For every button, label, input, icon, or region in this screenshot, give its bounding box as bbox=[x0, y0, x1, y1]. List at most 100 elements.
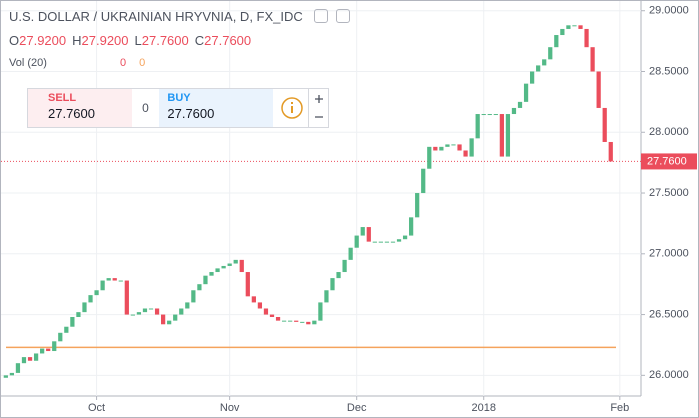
candle bbox=[602, 107, 607, 142]
candle bbox=[221, 265, 226, 269]
candle bbox=[21, 357, 27, 364]
candle bbox=[185, 302, 190, 309]
buy-button[interactable]: BUY 27.7600 bbox=[159, 89, 274, 127]
candle bbox=[281, 320, 287, 322]
candle bbox=[318, 302, 323, 321]
x-tick-label: Dec bbox=[347, 402, 367, 414]
candle bbox=[590, 47, 595, 72]
symbol-title: U.S. DOLLAR / UKRAINIAN HRYVNIA, D, FX_I… bbox=[9, 9, 303, 24]
x-tick-label: 2018 bbox=[471, 402, 495, 414]
candle bbox=[70, 317, 75, 327]
candle bbox=[3, 375, 8, 378]
candle bbox=[94, 290, 99, 296]
candle bbox=[148, 308, 154, 310]
candle bbox=[451, 144, 456, 146]
y-tick-label: 27.5000 bbox=[649, 187, 689, 199]
candle bbox=[475, 114, 480, 139]
volume-row: Vol (20) 0 0 bbox=[9, 57, 145, 69]
candle bbox=[542, 59, 547, 66]
candle bbox=[390, 241, 396, 243]
trade-panel: SELL 27.7600 0 BUY 27.7600 bbox=[27, 88, 329, 128]
candle bbox=[33, 353, 39, 361]
candle bbox=[324, 290, 329, 303]
candle bbox=[560, 28, 565, 36]
ohlc-value: 27.9200 bbox=[19, 33, 67, 48]
candle bbox=[197, 284, 202, 291]
candle bbox=[124, 280, 129, 315]
buy-label: BUY bbox=[167, 92, 191, 104]
candle bbox=[52, 341, 57, 352]
volume-value: 0 bbox=[119, 57, 127, 69]
candle bbox=[366, 227, 371, 242]
info-icon[interactable] bbox=[273, 89, 308, 127]
ohlc-key: O bbox=[9, 33, 20, 48]
candle bbox=[130, 314, 135, 316]
candle bbox=[330, 278, 335, 291]
candle bbox=[300, 321, 305, 323]
last-price-box bbox=[641, 153, 697, 170]
ohlc-key: H bbox=[72, 33, 82, 48]
candle bbox=[142, 308, 148, 313]
candle bbox=[209, 272, 214, 276]
candle bbox=[372, 241, 377, 243]
candle bbox=[445, 144, 450, 147]
candle bbox=[566, 25, 571, 29]
candle bbox=[275, 317, 281, 321]
candle bbox=[306, 321, 311, 325]
candle bbox=[548, 47, 553, 60]
candle bbox=[608, 141, 613, 162]
x-tick-label: Feb bbox=[610, 402, 629, 414]
candle bbox=[402, 235, 408, 240]
sell-price: 27.7600 bbox=[48, 106, 95, 121]
candle bbox=[511, 107, 517, 115]
candle bbox=[523, 83, 529, 102]
y-tick-label: 28.5000 bbox=[649, 65, 689, 77]
candle bbox=[112, 278, 117, 281]
ohlc-key: C bbox=[194, 33, 205, 48]
candle bbox=[572, 25, 577, 27]
candle bbox=[427, 146, 432, 169]
candle bbox=[82, 302, 87, 313]
candle bbox=[46, 348, 51, 352]
candle bbox=[336, 272, 341, 279]
candle bbox=[161, 314, 166, 325]
candle bbox=[167, 320, 172, 325]
y-tick-label: 26.0000 bbox=[649, 369, 689, 381]
candle bbox=[191, 290, 196, 303]
y-tick-label: 29.0000 bbox=[649, 5, 689, 17]
candle bbox=[499, 114, 504, 157]
icon[interactable] bbox=[314, 9, 329, 23]
ohlc-key: L bbox=[134, 33, 142, 48]
candle bbox=[578, 25, 583, 29]
candle bbox=[100, 280, 105, 291]
candle bbox=[342, 259, 347, 273]
candle bbox=[421, 168, 426, 194]
candle bbox=[529, 71, 535, 84]
candle bbox=[360, 227, 365, 236]
x-tick-label: Nov bbox=[220, 402, 240, 414]
candle bbox=[469, 138, 474, 157]
candle bbox=[517, 101, 523, 108]
candle bbox=[27, 357, 33, 361]
x-tick-label: Oct bbox=[88, 402, 105, 414]
candle bbox=[64, 326, 69, 333]
sell-button[interactable]: SELL 27.7600 bbox=[28, 89, 132, 127]
candle bbox=[179, 308, 184, 315]
ohlc-value: 27.7600 bbox=[204, 33, 252, 48]
candle bbox=[76, 312, 81, 317]
candle bbox=[118, 280, 123, 282]
candle bbox=[596, 71, 601, 108]
y-tick-label: 27.0000 bbox=[649, 248, 689, 260]
candle bbox=[15, 363, 21, 373]
candle bbox=[487, 114, 492, 116]
candle bbox=[294, 320, 299, 322]
ohlc-row: O27.9200 H27.9200 L27.7600 C27.7600 bbox=[9, 33, 257, 48]
candle bbox=[106, 278, 111, 281]
icon[interactable] bbox=[336, 9, 351, 23]
candle bbox=[233, 259, 238, 264]
stepper[interactable] bbox=[308, 89, 328, 127]
candle bbox=[269, 314, 275, 317]
candle bbox=[433, 146, 438, 151]
